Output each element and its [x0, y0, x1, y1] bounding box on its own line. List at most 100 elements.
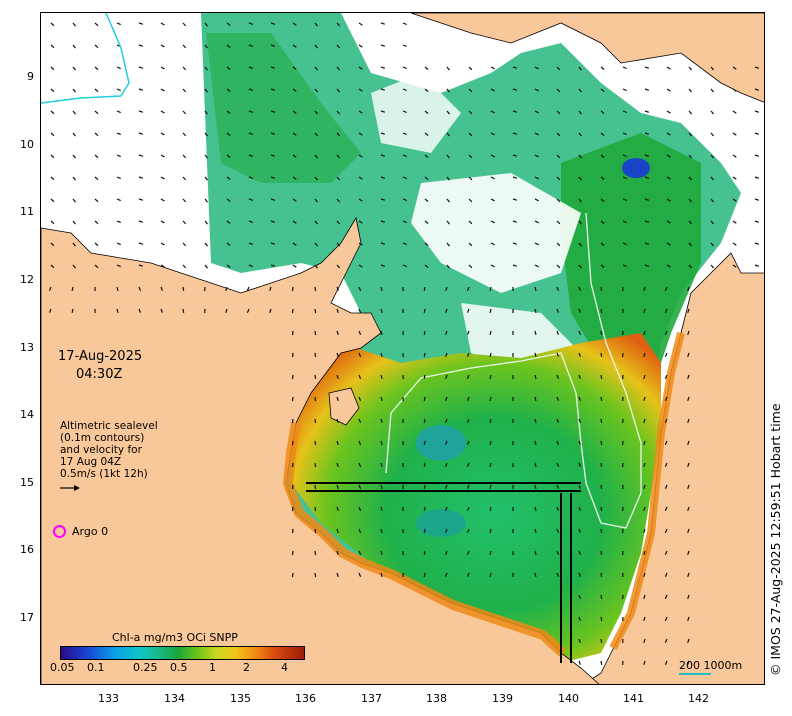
velocity-arrow — [754, 66, 759, 69]
velocity-arrow — [489, 374, 492, 380]
velocity-arrow — [336, 374, 339, 379]
velocity-arrow — [402, 132, 407, 136]
velocity-arrow — [534, 484, 537, 490]
velocity-arrow — [446, 154, 450, 159]
velocity-arrow — [380, 176, 385, 179]
velocity-arrow — [754, 198, 759, 201]
velocity-arrow — [688, 110, 693, 115]
velocity-arrow — [466, 308, 470, 313]
velocity-arrow — [644, 88, 649, 91]
velocity-arrow — [664, 506, 668, 511]
velocity-arrow — [534, 198, 539, 202]
velocity-arrow — [182, 264, 187, 269]
velocity-arrow — [423, 418, 426, 424]
chl-field-north — [206, 33, 361, 183]
velocity-arrow — [226, 132, 231, 136]
velocity-arrow — [556, 462, 560, 467]
x-tick: 133 — [98, 692, 119, 705]
velocity-arrow — [664, 660, 668, 665]
velocity-arrow — [622, 220, 627, 224]
velocity-arrow — [50, 220, 55, 225]
velocity-arrow — [336, 22, 341, 27]
velocity-arrow — [687, 550, 690, 555]
velocity-arrow — [226, 264, 231, 268]
colorbar-title: Chl-a mg/m3 OCi SNPP — [112, 631, 238, 644]
velocity-arrow — [556, 396, 560, 401]
velocity-arrow — [50, 176, 55, 181]
velocity-arrow — [664, 484, 668, 489]
velocity-arrow — [534, 154, 539, 158]
velocity-arrow — [314, 308, 317, 314]
depth-scale-label: 200 1000m — [679, 659, 743, 672]
chl-field-eastern — [561, 133, 701, 393]
velocity-arrow — [94, 22, 99, 27]
velocity-arrow — [292, 110, 297, 114]
low-chl-patch — [416, 509, 466, 537]
velocity-arrow — [512, 220, 517, 223]
velocity-arrow — [556, 66, 561, 71]
velocity-arrow — [424, 264, 429, 269]
velocity-arrow — [687, 506, 690, 511]
velocity-arrow — [116, 176, 121, 180]
velocity-arrow — [490, 110, 495, 114]
velocity-arrow — [423, 550, 426, 556]
velocity-arrow — [226, 66, 231, 70]
velocity-arrow — [292, 66, 297, 70]
velocity-arrow — [50, 264, 55, 269]
velocity-arrow — [291, 528, 294, 534]
coastal-high-chl — [609, 332, 685, 650]
velocity-arrow — [94, 132, 99, 137]
velocity-arrow — [336, 506, 339, 511]
velocity-arrow — [556, 374, 560, 379]
velocity-arrow — [314, 242, 319, 247]
y-tick: 12 — [20, 273, 34, 286]
velocity-arrow — [512, 176, 517, 179]
velocity-arrow — [424, 242, 429, 247]
velocity-arrow — [466, 528, 470, 533]
velocity-arrow — [182, 132, 187, 137]
velocity-arrow — [489, 418, 492, 424]
velocity-arrow — [644, 198, 649, 201]
velocity-arrow — [666, 154, 671, 158]
velocity-arrow — [687, 572, 690, 577]
colorbar-tick: 2 — [243, 661, 250, 674]
gulf-waters — [291, 333, 661, 663]
velocity-arrow — [622, 264, 627, 268]
velocity-arrow — [468, 110, 473, 115]
velocity-arrow — [688, 132, 693, 137]
velocity-arrow — [138, 110, 143, 113]
velocity-arrow — [160, 198, 165, 202]
velocity-arrow — [94, 88, 99, 93]
velocity-arrow — [423, 396, 426, 402]
sealevel-contour — [385, 212, 642, 529]
velocity-arrow — [466, 572, 470, 577]
velocity-arrow — [556, 440, 560, 445]
velocity-arrow — [688, 242, 693, 247]
velocity-arrow — [490, 132, 495, 136]
x-tick: 134 — [164, 692, 185, 705]
velocity-arrow — [182, 110, 187, 115]
velocity-arrow — [643, 528, 646, 533]
velocity-arrow — [182, 154, 187, 159]
velocity-arrow — [489, 440, 492, 446]
velocity-arrow — [358, 66, 363, 70]
velocity-arrow — [270, 110, 275, 113]
velocity-arrow — [246, 308, 250, 313]
colorbar-tick: 0.1 — [87, 661, 105, 674]
velocity-arrow — [402, 176, 407, 180]
velocity-arrow — [643, 440, 646, 445]
velocity-arrow — [160, 66, 165, 70]
velocity-arrow — [182, 176, 187, 181]
velocity-arrow — [226, 198, 231, 202]
velocity-arrow — [380, 352, 383, 357]
velocity-arrow — [204, 88, 208, 93]
velocity-arrow — [314, 418, 317, 424]
velocity-arrow — [556, 506, 560, 511]
velocity-arrow — [534, 440, 537, 446]
velocity-arrow — [445, 352, 448, 357]
velocity-arrow — [600, 88, 605, 92]
velocity-arrow — [116, 242, 121, 246]
velocity-arrow — [182, 242, 187, 247]
velocity-arrow — [466, 440, 470, 445]
velocity-arrow — [622, 66, 627, 70]
